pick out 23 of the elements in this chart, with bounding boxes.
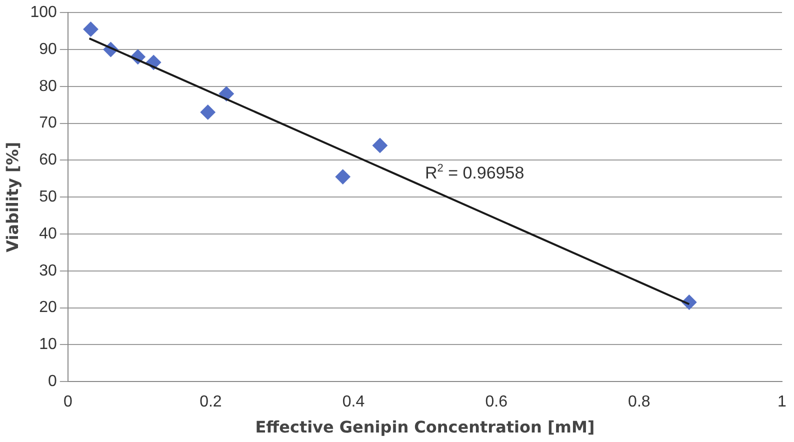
y-tick-label: 60	[39, 152, 57, 169]
x-tick-label: 0.8	[628, 394, 650, 411]
point	[83, 22, 98, 37]
y-tick-label: 90	[39, 40, 57, 58]
y-tick-label: 20	[39, 299, 57, 316]
x-tick-label: 0.2	[200, 394, 222, 411]
point	[335, 169, 350, 184]
y-tick-label: 70	[39, 114, 57, 132]
y-tick-label: 50	[39, 188, 57, 206]
y-tick-label: 30	[39, 262, 57, 280]
x-tick-label: 0	[63, 394, 72, 411]
y-tick-label: 40	[39, 225, 57, 242]
y-tick-label: 100	[30, 4, 57, 22]
x-axis-title: Effective Genipin Concentration [mM]	[255, 418, 595, 437]
x-tick-label: 0.4	[342, 394, 365, 411]
point	[200, 104, 216, 120]
y-tick-label: 10	[39, 336, 57, 354]
x-tick-label: 0.6	[485, 394, 508, 411]
x-tick-label: 1	[778, 394, 787, 411]
y-axis-title: Viability [%]	[2, 142, 22, 252]
point	[372, 138, 388, 153]
y-tick-label: 0	[48, 373, 57, 390]
y-tick-label: 80	[39, 78, 57, 95]
